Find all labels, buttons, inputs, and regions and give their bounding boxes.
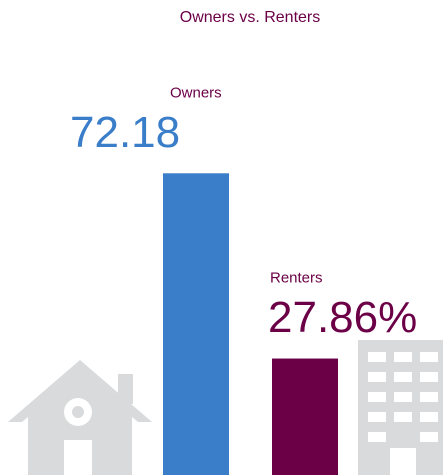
bar (163, 173, 229, 475)
building-icon (358, 340, 443, 475)
category-label: Owners (170, 84, 222, 101)
house-icon (8, 360, 152, 475)
chart-title: Owners vs. Renters (180, 9, 320, 26)
value-label: 72.18 (70, 108, 180, 157)
value-label: 27.86% (268, 293, 417, 342)
bar (272, 358, 338, 475)
category-label: Renters (270, 270, 323, 287)
